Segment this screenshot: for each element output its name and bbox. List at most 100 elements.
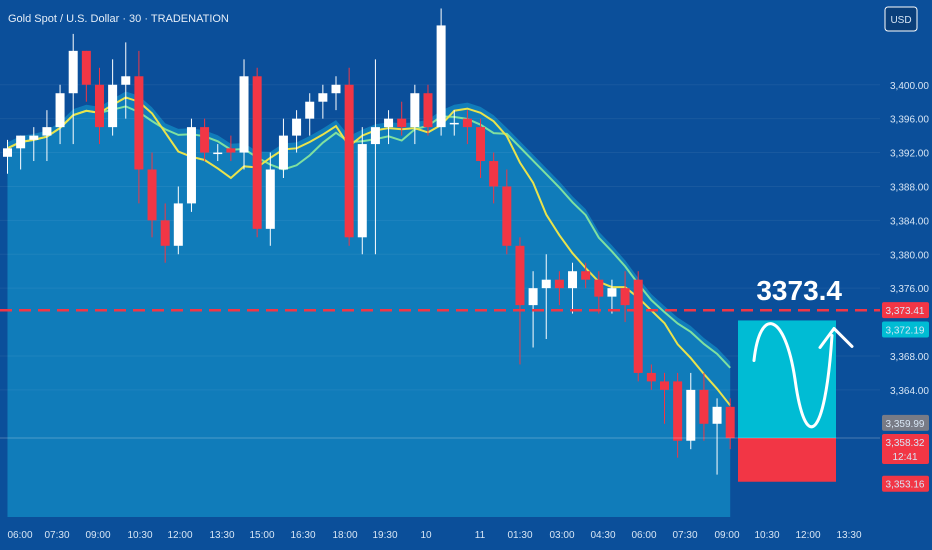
candle-body [699,389,709,424]
candle [344,67,354,246]
candle [581,262,591,289]
time-axis-bg [0,517,932,550]
candle-body [305,101,315,119]
annotations: 3373.4 [0,275,880,439]
candle-body [81,50,91,85]
candle-body [344,84,354,238]
currency-button[interactable]: USD [884,6,918,32]
candle [173,186,183,255]
candle [620,271,630,323]
candle [160,203,170,263]
candle [147,152,157,238]
x-tick-label: 10:30 [754,530,779,541]
candle-body [502,186,512,246]
candle-body [226,148,236,153]
candle-body [134,76,144,170]
candle [16,135,26,170]
candle-body [673,381,683,441]
x-tick-label: 03:00 [549,530,574,541]
x-tick-label: 07:30 [44,530,69,541]
price-label: 3,359.99 [882,414,929,431]
ma-fast-line [7,96,731,407]
candle [462,110,472,145]
candle [397,101,407,136]
candle [239,59,249,170]
x-tick-label: 09:00 [85,530,110,541]
candle-body [108,84,118,128]
x-tick-label: 10 [420,530,432,541]
candle-body [384,118,394,128]
price-label-box [882,475,929,492]
price-label-box [882,414,929,431]
price-label-text: 3,353.16 [886,480,925,491]
candle-body [515,245,525,306]
candle [725,398,735,450]
price-label: 3,373.41 [882,302,929,319]
candle [305,93,315,136]
candle-body [173,203,183,246]
y-tick-label: 3,400.00 [890,81,929,92]
y-tick-label: 3,388.00 [890,182,929,193]
x-tick-label: 16:30 [290,530,315,541]
candle [226,135,236,162]
countdown-label: 12:41 [892,452,917,463]
candle-body [686,389,696,441]
price-label: 3,372.19 [882,321,929,338]
x-tick-label: 11 [475,530,486,541]
x-tick-label: 13:30 [836,530,861,541]
candle-body [200,127,210,153]
price-label-text: 3,358.32 [886,438,925,449]
candle-body [147,169,157,221]
candle-body [423,93,433,128]
candle [292,110,302,153]
candle-body [213,152,223,155]
currency-label: USD [890,15,911,26]
candle-body [528,288,538,306]
candle [68,33,78,145]
candle [633,271,643,382]
candle [94,67,104,145]
candle-body [436,25,446,128]
candle-body [725,406,735,439]
candle [29,127,39,162]
candle-body [646,372,656,382]
chart-title: Gold Spot / U.S. Dollar · 30 · TRADENATI… [8,13,229,25]
candle-body [160,220,170,246]
candle-body [252,76,262,229]
candle [186,118,196,212]
candle [489,152,499,204]
candle [410,84,420,145]
position-tool[interactable] [738,320,836,482]
candle-body [370,127,380,145]
candle-body [55,93,65,128]
price-label: 3,358.32 12:41 [882,434,929,465]
x-tick-label: 07:30 [672,530,697,541]
y-tick-label: 3,384.00 [890,216,929,227]
candle [42,110,52,162]
candle-body [318,93,328,102]
price-label-box [882,434,929,465]
candle-body [331,84,341,94]
candle [646,364,656,390]
candle-body [581,271,591,280]
loss-zone [738,438,836,482]
candle [686,372,696,450]
candle [673,372,683,458]
target-label: 3373.4 [756,275,842,306]
candle [252,67,262,238]
candle [278,118,288,178]
candle [121,42,131,119]
x-tick-label: 12:00 [795,530,820,541]
candle-body [239,76,249,153]
forecast-wave [752,322,834,429]
price-label-box [882,321,929,338]
forecast-arrowhead [818,326,854,349]
candle-body [68,50,78,94]
candle [357,127,367,255]
candle [423,84,433,136]
candle-body [410,93,420,128]
x-tick-label: 12:00 [167,530,192,541]
candle [699,372,709,441]
